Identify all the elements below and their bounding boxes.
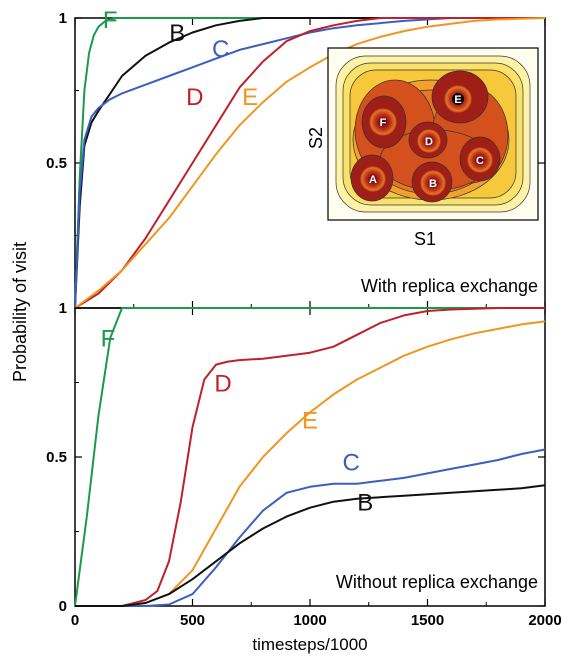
top-panel: 0.51 F BCD E With replica exchange xyxy=(46,7,546,309)
series-line-d xyxy=(75,307,545,607)
inset-label-d: D xyxy=(425,136,433,148)
series-label-d: D xyxy=(186,84,203,111)
series-line-f xyxy=(74,17,545,309)
y-axis-label: Probability of visit xyxy=(10,242,30,382)
inset-xlabel: S1 xyxy=(414,229,436,249)
bottom-panel-annotation: Without replica exchange xyxy=(336,572,538,592)
bottom-panel-series-labels: F D ECB xyxy=(101,326,374,517)
x-tick-label: 0 xyxy=(71,612,79,629)
series-line-b xyxy=(75,484,546,607)
series-line-e xyxy=(75,320,546,607)
inset-ylabel: S2 xyxy=(306,127,326,149)
series-line-b xyxy=(74,17,545,309)
series-label-d: D xyxy=(214,370,231,397)
series-line-c xyxy=(74,17,545,309)
x-tick-label: 500 xyxy=(180,612,205,629)
inset-label-c: C xyxy=(476,155,484,167)
top-panel-series-labels: F BCD E xyxy=(103,7,258,111)
series-label-c: C xyxy=(212,36,229,63)
top-panel-series xyxy=(74,17,546,309)
series-label-b: B xyxy=(357,490,373,517)
y-tick-label: 1 xyxy=(59,10,67,27)
inset-label-b: B xyxy=(429,178,437,190)
y-tick-label: 0.5 xyxy=(46,155,67,172)
series-label-f: F xyxy=(101,326,116,353)
series-line-e xyxy=(74,17,546,309)
inset-label-f: F xyxy=(380,117,387,129)
top-panel-annotation: With replica exchange xyxy=(361,276,538,296)
bottom-panel-ticks: 0 500 1000 1500 2000 0 0.5 1 xyxy=(46,300,562,629)
y-tick-label: 0.5 xyxy=(46,449,67,466)
x-tick-label: 1000 xyxy=(293,612,326,629)
x-tick-label: 1500 xyxy=(411,612,444,629)
x-tick-label: 2000 xyxy=(528,612,561,629)
inset-label-a: A xyxy=(369,174,377,186)
series-line-f xyxy=(74,307,545,607)
y-tick-label: 1 xyxy=(59,300,67,317)
inset-basin-cores xyxy=(360,85,493,196)
series-line-d xyxy=(74,17,545,309)
bottom-panel: 0 500 1000 1500 2000 0 0.5 1 F D ECB Without repl… xyxy=(46,300,562,654)
series-label-f: F xyxy=(103,7,118,34)
series-line-c xyxy=(75,448,546,607)
y-tick-label: 0 xyxy=(59,598,67,615)
energy-landscape-inset: F E D A B C S1 S2 xyxy=(306,47,539,249)
series-label-e: E xyxy=(302,408,318,435)
series-label-c: C xyxy=(342,449,359,476)
series-label-b: B xyxy=(169,20,185,47)
bottom-panel-series xyxy=(74,307,546,607)
series-label-e: E xyxy=(242,84,258,111)
inset-basin-labels: F E D A B C xyxy=(369,94,484,190)
inset-label-e: E xyxy=(454,94,461,106)
x-axis-label: timesteps/1000 xyxy=(252,635,367,654)
